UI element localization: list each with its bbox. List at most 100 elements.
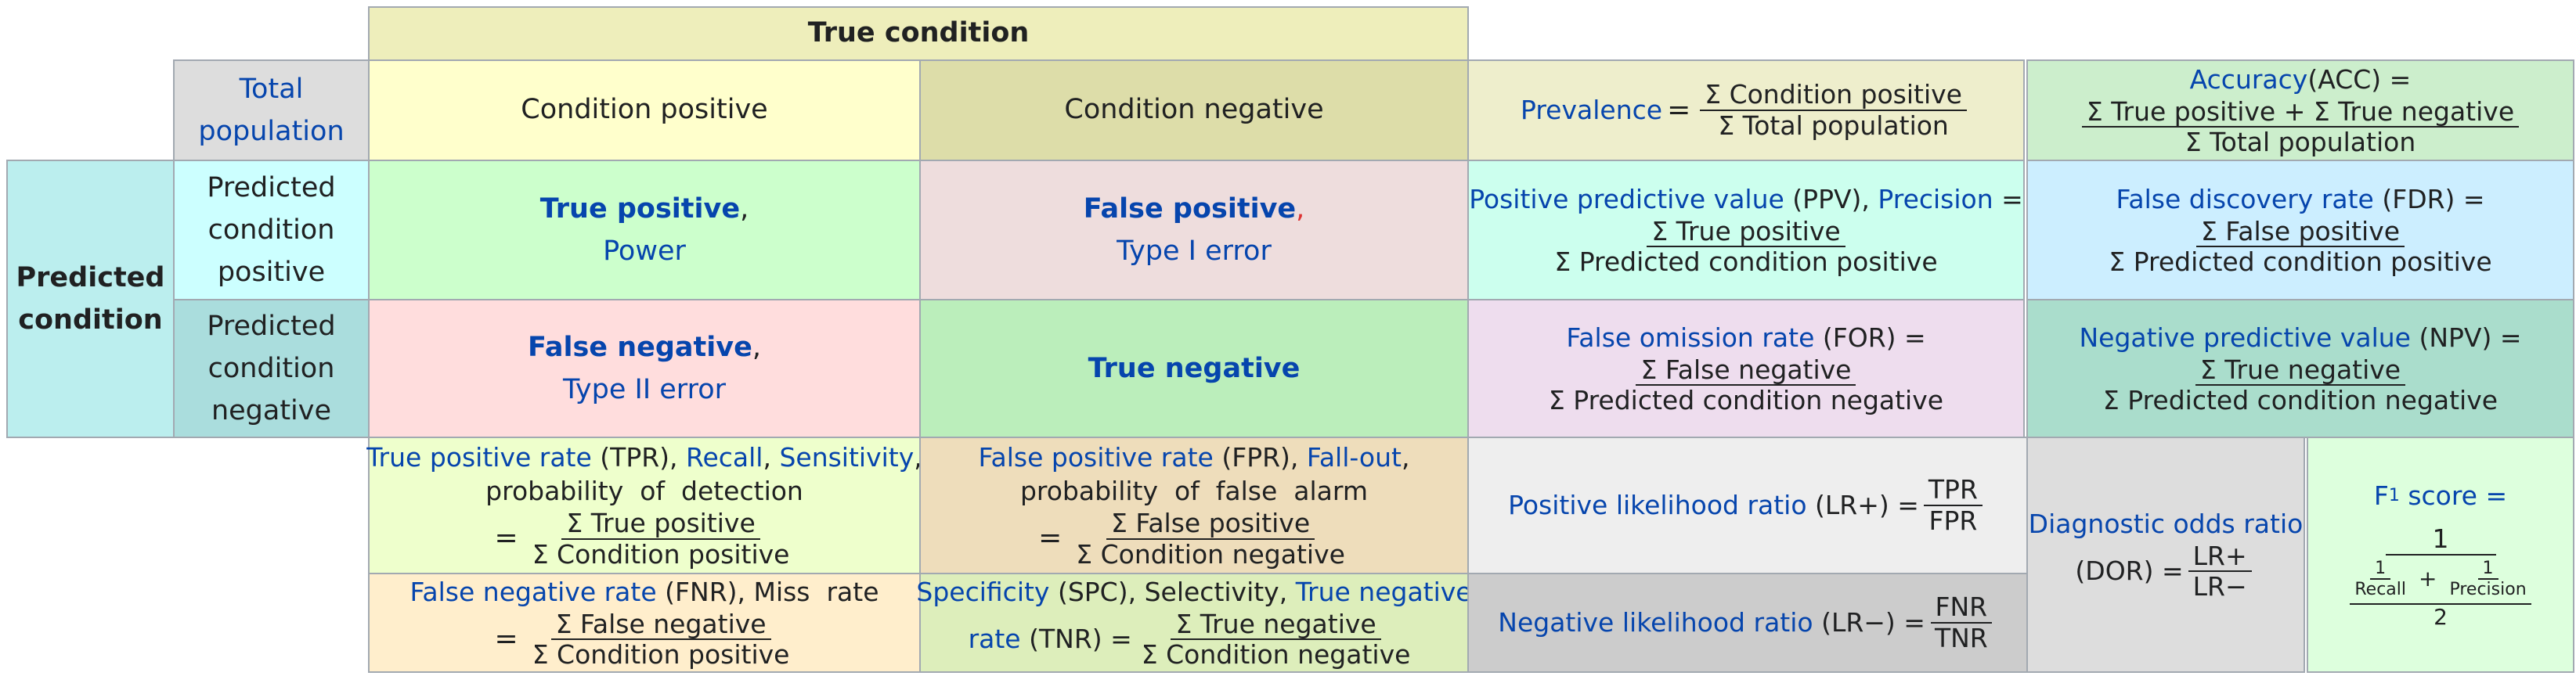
dor-denominator: LR−: [2192, 571, 2247, 602]
lr-negative-cell: Negative likelihood ratio (LR−) = FNR TN…: [1467, 573, 2028, 673]
tpr-eq: =: [494, 522, 518, 555]
lr-negative-numerator: FNR: [1930, 592, 1993, 624]
lr-negative-abbr: (LR−) =: [1813, 606, 1925, 638]
condition-positive-label: Condition positive: [521, 94, 768, 126]
accuracy-numerator: Σ True positive + Σ True negative: [2081, 96, 2520, 128]
fnr-cell: False negative rate (FNR), Miss rate = Σ…: [368, 573, 921, 673]
tnr-abbr2: (TNR) =: [1020, 623, 1132, 654]
fnr-label: False negative rate: [409, 576, 657, 607]
fpr-eq: =: [1038, 522, 1063, 555]
ppv-label: Positive predictive value: [1469, 183, 1784, 214]
tnr-abbr: (SPC), Selectivity,: [1049, 576, 1296, 607]
tpr-sep: ,: [763, 442, 780, 473]
false-positive-cell: False positive , Type I error: [919, 160, 1469, 300]
accuracy-denominator: Σ Total population: [2185, 127, 2416, 158]
tpr-cell: True positive rate (TPR), Recall , Sensi…: [366, 437, 922, 574]
sensitivity-label: Sensitivity: [779, 442, 915, 473]
ppv-denominator: Σ Predicted condition positive: [1554, 246, 1938, 278]
predicted-condition-header: Predicted condition: [6, 160, 175, 438]
prevalence-label: Prevalence: [1521, 94, 1663, 125]
for-abbr: (FOR) =: [1814, 322, 1926, 353]
precision-label: Precision: [1878, 183, 1993, 214]
f1-label: F: [2373, 480, 2389, 512]
fnr-denominator: Σ Condition positive: [532, 639, 790, 671]
recall-label: Recall: [686, 442, 763, 473]
for-denominator: Σ Predicted condition negative: [1548, 385, 1944, 416]
tnr-rate-label: rate: [968, 623, 1021, 654]
lr-positive-fraction: TPR FPR: [1923, 475, 1983, 536]
accuracy-label: Accuracy: [2189, 63, 2308, 95]
predicted-condition-line1: Predicted: [16, 261, 165, 293]
condition-positive-header: Condition positive: [368, 59, 921, 161]
total-population-line2: population: [198, 116, 345, 147]
prevalence-eq: =: [1667, 93, 1691, 126]
f1-precision-one: 1: [2477, 559, 2498, 581]
false-positive-label: False positive: [1083, 192, 1297, 225]
lr-positive-denominator: FPR: [1928, 505, 1978, 536]
tpr-fraction: Σ True positive Σ Condition positive: [528, 509, 795, 570]
false-negative-comma: ,: [752, 331, 761, 363]
fpr-abbr: (FPR),: [1213, 442, 1307, 473]
dor-numerator: LR+: [2188, 541, 2252, 573]
false-positive-comma: ,: [1296, 192, 1305, 225]
fdr-abbr: (FDR) =: [2373, 183, 2485, 214]
f1-fraction: 1 1 Recall + 1 Precision 2: [2345, 524, 2535, 630]
true-condition-label: True condition: [807, 17, 1030, 49]
f1-recall-label: Recall: [2354, 580, 2406, 600]
npv-fraction: Σ True negative Σ Predicted condition ne…: [2098, 354, 2502, 416]
true-positive-comma: ,: [740, 192, 749, 225]
ppv-eq: =: [1993, 183, 2023, 214]
lr-positive-abbr: (LR+) =: [1806, 489, 1919, 520]
predicted-negative-line2: condition: [207, 352, 335, 384]
tpr-abbr: (TPR),: [591, 442, 687, 473]
predicted-negative-header: Predicted condition negative: [173, 299, 370, 438]
tnr-numerator: Σ True negative: [1171, 609, 1381, 641]
fdr-numerator: Σ False positive: [2195, 216, 2405, 248]
predicted-positive-header: Predicted condition positive: [173, 160, 370, 300]
for-numerator: Σ False negative: [1636, 354, 1856, 387]
specificity-label: Specificity: [916, 576, 1050, 607]
tpr-numerator: Σ True positive: [561, 509, 760, 540]
condition-negative-label: Condition negative: [1064, 94, 1324, 126]
fpr-cell: False positive rate (FPR), Fall-out , pr…: [919, 437, 1469, 574]
fpr-tail: ,: [1401, 442, 1410, 473]
dor-fraction: LR+ LR−: [2188, 541, 2252, 602]
fnr-eq: =: [494, 623, 518, 656]
type2-error-label: Type II error: [562, 374, 727, 405]
ppv-cell: Positive predictive value (PPV), Precisi…: [1467, 160, 2025, 300]
fnr-fraction: Σ False negative Σ Condition positive: [528, 609, 795, 671]
predicted-positive-line1: Predicted: [207, 171, 336, 203]
npv-cell: Negative predictive value (NPV) = Σ True…: [2026, 299, 2574, 438]
fallout-label: Fall-out: [1306, 442, 1402, 473]
tpr-denominator: Σ Condition positive: [532, 538, 790, 570]
fdr-fraction: Σ False positive Σ Predicted condition p…: [2104, 216, 2496, 278]
f1-recall-one: 1: [2370, 559, 2391, 581]
dor-abbr: (DOR) =: [2075, 555, 2184, 586]
for-fraction: Σ False negative Σ Predicted condition n…: [1544, 354, 1948, 416]
predicted-negative-line3: negative: [211, 395, 332, 427]
true-positive-label: True positive: [539, 192, 741, 225]
dor-label: Diagnostic odds ratio: [2028, 508, 2304, 539]
f1-precision-fraction: 1 Precision: [2444, 559, 2531, 600]
fdr-denominator: Σ Predicted condition positive: [2109, 246, 2492, 278]
tnr-label: True negative: [1295, 576, 1472, 607]
f1-precision-label: Precision: [2449, 580, 2527, 600]
f1-recall-fraction: 1 Recall: [2350, 559, 2411, 600]
npv-numerator: Σ True negative: [2195, 354, 2406, 387]
predicted-negative-line1: Predicted: [207, 310, 336, 342]
ppv-numerator: Σ True positive: [1647, 216, 1845, 248]
prevalence-cell: Prevalence = Σ Condition positive Σ Tota…: [1467, 59, 2025, 161]
fpr-label: False positive rate: [978, 442, 1214, 473]
power-label: Power: [603, 236, 686, 267]
f1-two: 2: [2350, 602, 2531, 630]
dor-cell: Diagnostic odds ratio (DOR) = LR+ LR−: [2026, 437, 2305, 673]
tnr-denominator: Σ Condition negative: [1141, 639, 1411, 671]
fpr-numerator: Σ False positive: [1106, 509, 1315, 540]
tnr-cell: Specificity (SPC), Selectivity, True neg…: [916, 573, 1472, 673]
prevalence-numerator: Σ Condition positive: [1700, 80, 1967, 111]
tpr-line2: probability of detection: [485, 476, 803, 507]
tpr-tail: ,: [914, 442, 922, 473]
lr-positive-cell: Positive likelihood ratio (LR+) = TPR FP…: [1467, 437, 2028, 574]
predicted-condition-line2: condition: [18, 304, 163, 336]
fnr-abbr: (FNR), Miss rate: [656, 576, 879, 607]
